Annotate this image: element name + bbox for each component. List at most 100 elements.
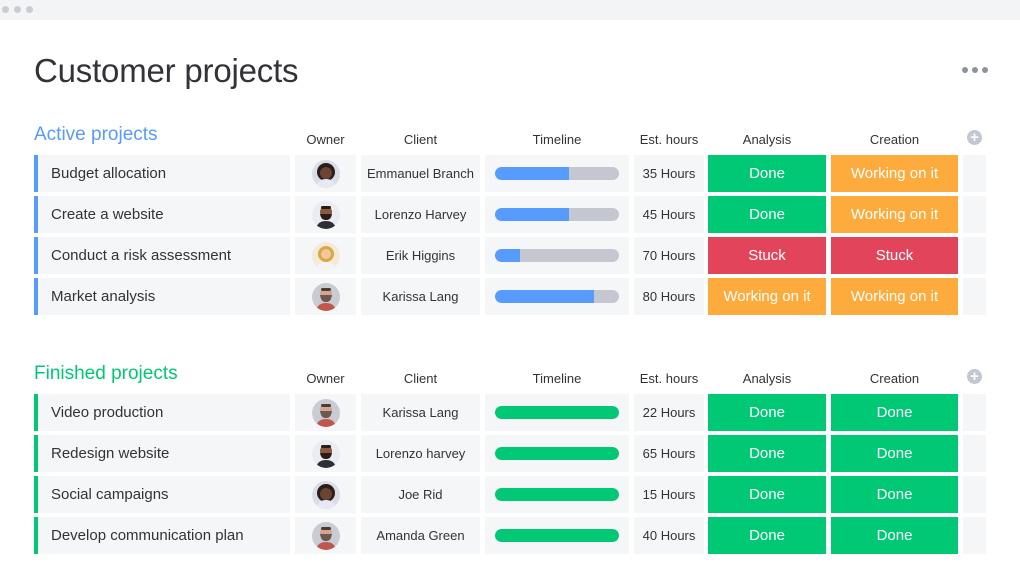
avatar[interactable] <box>311 398 340 427</box>
column-header-creation[interactable]: Creation <box>869 132 920 147</box>
timeline-cell[interactable] <box>485 476 629 513</box>
column-header-client[interactable]: Client <box>403 371 438 386</box>
column-header-hours[interactable]: Est. hours <box>639 132 699 147</box>
timeline-cell[interactable] <box>485 155 629 192</box>
creation-status[interactable]: Working on it <box>831 196 958 233</box>
group-title[interactable]: Finished projects <box>34 363 178 384</box>
timeline-cell[interactable] <box>485 435 629 472</box>
timeline-bar[interactable] <box>495 208 619 221</box>
analysis-status[interactable]: Stuck <box>708 237 826 274</box>
hours-cell[interactable]: 40 Hours <box>634 517 704 554</box>
analysis-status[interactable]: Done <box>708 435 826 472</box>
avatar[interactable] <box>311 241 340 270</box>
client-cell[interactable]: Erik Higgins <box>361 237 480 274</box>
client-cell[interactable]: Karissa Lang <box>361 278 480 315</box>
owner-cell[interactable] <box>295 237 356 274</box>
avatar[interactable] <box>311 200 340 229</box>
analysis-status[interactable]: Done <box>708 394 826 431</box>
analysis-status[interactable]: Done <box>708 517 826 554</box>
item-name[interactable]: Budget allocation <box>34 155 290 192</box>
owner-cell[interactable] <box>295 394 356 431</box>
item-name[interactable]: Create a website <box>34 196 290 233</box>
timeline-bar[interactable] <box>495 447 619 460</box>
avatar[interactable] <box>311 480 340 509</box>
creation-status[interactable]: Working on it <box>831 278 958 315</box>
column-header-timeline[interactable]: Timeline <box>532 132 582 147</box>
client-cell[interactable]: Lorenzo Harvey <box>361 196 480 233</box>
client-cell[interactable]: Emmanuel Branch <box>361 155 480 192</box>
item-name[interactable]: Video production <box>34 394 290 431</box>
group-title[interactable]: Active projects <box>34 124 158 145</box>
timeline-bar[interactable] <box>495 290 619 303</box>
owner-cell[interactable] <box>295 476 356 513</box>
row-end-cell <box>963 278 986 315</box>
avatar[interactable] <box>311 159 340 188</box>
item-name[interactable]: Redesign website <box>34 435 290 472</box>
owner-cell[interactable] <box>295 155 356 192</box>
timeline-cell[interactable] <box>485 278 629 315</box>
table-row: Market analysis Karissa Lang 80 Hours Worki… <box>0 278 1020 315</box>
creation-status[interactable]: Done <box>831 435 958 472</box>
add-column-icon[interactable]: + <box>967 130 982 145</box>
client-cell[interactable]: Amanda Green <box>361 517 480 554</box>
column-header-timeline[interactable]: Timeline <box>532 371 582 386</box>
timeline-cell[interactable] <box>485 394 629 431</box>
column-header-analysis[interactable]: Analysis <box>742 132 792 147</box>
column-header-owner[interactable]: Owner <box>306 371 345 386</box>
window-dot-icon[interactable] <box>26 6 33 13</box>
column-header-hours[interactable]: Est. hours <box>639 371 699 386</box>
item-name[interactable]: Market analysis <box>34 278 290 315</box>
analysis-status[interactable]: Done <box>708 476 826 513</box>
analysis-status[interactable]: Working on it <box>708 278 826 315</box>
client-cell[interactable]: Joe Rid <box>361 476 480 513</box>
owner-cell[interactable] <box>295 196 356 233</box>
timeline-cell[interactable] <box>485 517 629 554</box>
group-active-projects: Active projects Owner Client Timeline Est. h… <box>0 124 1020 316</box>
timeline-bar[interactable] <box>495 249 619 262</box>
item-name[interactable]: Conduct a risk assessment <box>34 237 290 274</box>
hours-cell[interactable]: 70 Hours <box>634 237 704 274</box>
column-header-analysis[interactable]: Analysis <box>742 371 792 386</box>
hours-cell[interactable]: 45 Hours <box>634 196 704 233</box>
timeline-cell[interactable] <box>485 237 629 274</box>
column-header-owner[interactable]: Owner <box>306 132 345 147</box>
avatar[interactable] <box>311 282 340 311</box>
timeline-fill <box>495 249 520 262</box>
window-dot-icon[interactable] <box>2 6 9 13</box>
hours-cell[interactable]: 80 Hours <box>634 278 704 315</box>
item-name[interactable]: Develop communication plan <box>34 517 290 554</box>
timeline-fill <box>495 208 570 221</box>
creation-status[interactable]: Done <box>831 394 958 431</box>
avatar[interactable] <box>311 439 340 468</box>
add-column-icon[interactable]: + <box>967 369 982 384</box>
timeline-bar[interactable] <box>495 488 619 501</box>
creation-status[interactable]: Stuck <box>831 237 958 274</box>
more-options-icon[interactable] <box>962 64 988 76</box>
analysis-status[interactable]: Done <box>708 155 826 192</box>
row-end-cell <box>963 435 986 472</box>
column-header-creation[interactable]: Creation <box>869 371 920 386</box>
timeline-bar[interactable] <box>495 529 619 542</box>
analysis-status[interactable]: Done <box>708 196 826 233</box>
owner-cell[interactable] <box>295 278 356 315</box>
creation-status[interactable]: Done <box>831 517 958 554</box>
window-titlebar <box>0 0 1020 20</box>
hours-cell[interactable]: 35 Hours <box>634 155 704 192</box>
owner-cell[interactable] <box>295 435 356 472</box>
avatar[interactable] <box>311 521 340 550</box>
item-name[interactable]: Social campaigns <box>34 476 290 513</box>
timeline-cell[interactable] <box>485 196 629 233</box>
row-end-cell <box>963 394 986 431</box>
column-header-client[interactable]: Client <box>403 132 438 147</box>
client-cell[interactable]: Lorenzo harvey <box>361 435 480 472</box>
window-dot-icon[interactable] <box>14 6 21 13</box>
timeline-bar[interactable] <box>495 167 619 180</box>
creation-status[interactable]: Working on it <box>831 155 958 192</box>
owner-cell[interactable] <box>295 517 356 554</box>
client-cell[interactable]: Karissa Lang <box>361 394 480 431</box>
hours-cell[interactable]: 22 Hours <box>634 394 704 431</box>
timeline-bar[interactable] <box>495 406 619 419</box>
hours-cell[interactable]: 65 Hours <box>634 435 704 472</box>
creation-status[interactable]: Done <box>831 476 958 513</box>
hours-cell[interactable]: 15 Hours <box>634 476 704 513</box>
